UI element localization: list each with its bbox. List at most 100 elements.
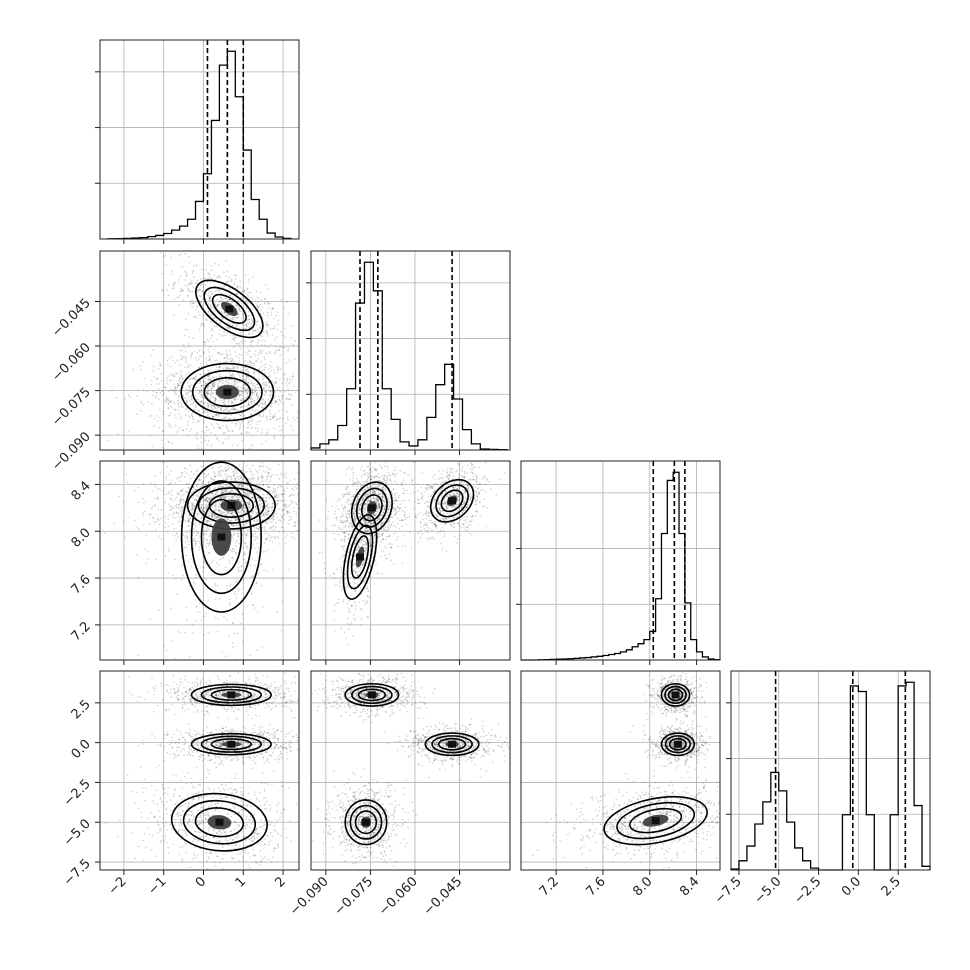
scatter-points-0-2 — [104, 461, 299, 660]
contour-2-3-2-0 — [603, 795, 708, 846]
x-tick-label-0-4: 2 — [272, 874, 288, 890]
contours-0-3 — [170, 683, 272, 852]
contour-1-2-2-1 — [435, 484, 469, 518]
x-tick-label-1-1: −0.075 — [332, 874, 377, 919]
y-tick-label-1-2: −0.060 — [49, 340, 94, 385]
contour-1-2-1-0 — [342, 514, 378, 600]
contour-0-3-0-1 — [200, 686, 262, 704]
contours-1-3 — [344, 682, 480, 846]
hist-frame-0 — [99, 39, 300, 240]
hist-panel-0 — [95, 39, 300, 244]
contour-2-3-0-1 — [664, 685, 687, 705]
y-tick-label-3-1: −5.0 — [61, 816, 94, 849]
grid-0-3 — [100, 671, 299, 870]
hist-grid-1 — [311, 251, 510, 450]
hist-grid-3 — [731, 671, 930, 870]
y-tick-label-1-0: −0.090 — [49, 429, 94, 474]
contour-0-2-1-2 — [200, 498, 243, 576]
hist-panel-1 — [306, 250, 511, 455]
contour-1-3-0-1 — [351, 685, 393, 705]
density-peak-1-3-1 — [448, 740, 457, 748]
hist-step-3 — [730, 681, 931, 871]
density-peak-0-3-0 — [227, 691, 236, 699]
density-peak-2-3-1 — [673, 740, 682, 748]
contour-0-2-0-2 — [208, 492, 255, 518]
scatter-points-2-3 — [532, 671, 720, 870]
contour-2-3-0-2 — [667, 688, 684, 702]
x-tick-label-1-0: −0.090 — [287, 874, 332, 919]
contour-1-3-1-0 — [424, 732, 480, 757]
y-tick-label-2-0: 7.2 — [69, 619, 94, 644]
contour-1-2-2-2 — [440, 489, 464, 513]
contour-1-2-1-1 — [346, 524, 374, 590]
contour-0-1-1-2 — [203, 377, 252, 408]
density-peak-1-2-1 — [356, 553, 365, 561]
contour-0-1-1-0 — [180, 362, 275, 422]
contour-1-2-0-1 — [355, 487, 388, 528]
frame-2-3 — [520, 670, 721, 871]
density-peak-0-2-1 — [217, 533, 226, 541]
contours-0-1 — [180, 279, 275, 422]
frame-0-2 — [99, 460, 300, 661]
density-peak-0-3-1 — [227, 740, 236, 748]
x-tick-label-3-2: −2.5 — [791, 874, 824, 907]
x-tick-label-3-4: 2.5 — [879, 874, 904, 899]
grid-2-3 — [521, 671, 720, 870]
scatter-panel-0-2 — [95, 460, 300, 665]
contour-1-2-2-0 — [429, 478, 475, 523]
contours-2-3 — [603, 682, 708, 846]
hist-step-1 — [310, 261, 508, 451]
contour-0-1-0-0 — [195, 279, 264, 339]
scatter-panel-0-3 — [95, 670, 300, 875]
contour-0-1-0-2 — [211, 293, 247, 324]
density-peak-0-1-0 — [225, 305, 234, 313]
density-peak-0-1-1 — [223, 388, 232, 396]
contour-2-3-2-1 — [616, 801, 696, 840]
hist-panel-3 — [726, 670, 931, 875]
x-tick-label-0-0: −2 — [106, 874, 130, 898]
x-tick-label-0-3: 1 — [233, 874, 249, 890]
contour-0-2-1-1 — [190, 480, 253, 595]
contour-0-3-0-0 — [190, 683, 272, 707]
contour-0-3-1-1 — [200, 735, 262, 753]
grid-1-2 — [311, 461, 510, 660]
scatter-panel-1-3 — [310, 670, 511, 875]
frame-1-3 — [310, 670, 511, 871]
x-tick-label-0-1: −1 — [145, 874, 169, 898]
density-peak-2-3-0 — [671, 691, 680, 699]
contour-1-3-0-2 — [357, 688, 387, 702]
scatter-panel-0-1 — [95, 250, 300, 455]
contour-2-3-1-2 — [668, 737, 687, 751]
y-tick-label-3-2: −2.5 — [61, 777, 94, 810]
contour-1-2-0-2 — [360, 494, 383, 522]
frame-1-2 — [310, 460, 511, 661]
contour-0-3-2-2 — [194, 807, 245, 838]
contour-0-3-0-2 — [210, 688, 253, 701]
y-tick-label-3-4: 2.5 — [69, 697, 94, 722]
x-tick-label-1-3: −0.045 — [421, 874, 466, 919]
hist-grid-0 — [100, 40, 299, 239]
contour-0-3-1-0 — [190, 732, 272, 756]
contour-0-3-2-1 — [182, 799, 257, 845]
contour-0-2-0-0 — [186, 481, 276, 530]
scatter-panel-1-2 — [310, 460, 511, 665]
scatter-points-1-3 — [311, 671, 510, 870]
contours-0-2 — [180, 461, 276, 613]
density-peak-2-3-2 — [651, 817, 660, 825]
x-tick-label-1-2: −0.060 — [376, 874, 421, 919]
contour-1-3-1-2 — [437, 737, 467, 751]
contour-2-3-1-0 — [660, 732, 696, 757]
y-tick-label-1-3: −0.045 — [49, 296, 94, 341]
hist-frame-1 — [310, 250, 511, 451]
x-tick-label-3-3: 0.0 — [839, 874, 864, 899]
contour-1-2-1-2 — [350, 535, 370, 579]
density-peak-1-2-0 — [367, 504, 376, 512]
grid-0-2 — [100, 461, 299, 660]
x-tick-label-2-2: 8.0 — [630, 874, 655, 899]
contour-1-3-2-1 — [349, 804, 383, 840]
density-peak-0-3-2 — [215, 818, 224, 826]
contour-0-3-2-0 — [170, 792, 268, 852]
contours-1-2 — [342, 478, 475, 600]
hist-step-2 — [521, 471, 721, 661]
